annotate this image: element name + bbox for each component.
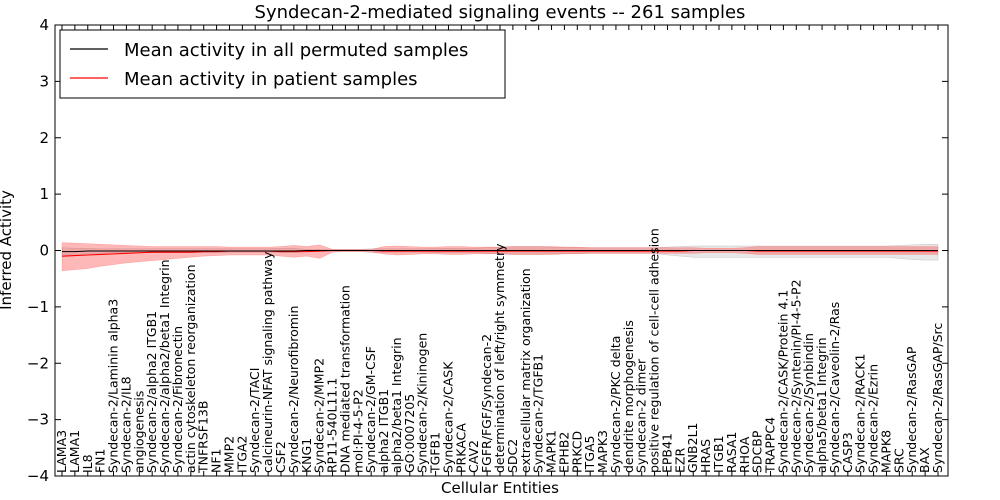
- legend-label-permuted: Mean activity in all permuted samples: [124, 40, 468, 61]
- category-label: Syndecan-2/alpha2 ITGB1: [144, 311, 159, 473]
- permuted-mean-line: [62, 250, 938, 253]
- category-label: KNG1: [299, 438, 314, 473]
- legend: Mean activity in all permuted samples Me…: [59, 29, 506, 99]
- category-label: BAX: [917, 447, 932, 473]
- category-label: MAPK1: [544, 430, 559, 473]
- category-label: angiogenesis: [131, 391, 146, 473]
- category-label: positive regulation of cell-cell adhesio…: [647, 228, 662, 473]
- category-label: EZR: [672, 448, 687, 473]
- legend-box: [59, 29, 506, 99]
- y-tick-label: −3: [27, 411, 49, 429]
- series-lines: [61, 249, 938, 257]
- category-label: EPHB2: [556, 432, 571, 473]
- category-label: EPB41: [659, 433, 674, 473]
- category-label: FN1: [93, 449, 108, 474]
- category-label: ITGA2: [234, 435, 249, 473]
- category-label: alpha2 ITGB1: [376, 389, 391, 473]
- category-label: Syndecan-2/TGFB1: [531, 354, 546, 473]
- category-label: alpha2/beta1 Integrin: [389, 337, 404, 473]
- confidence-bands: [61, 242, 939, 272]
- category-label: CAV2: [466, 440, 481, 473]
- category-label: IL8: [80, 454, 95, 473]
- category-label: TNFRSF13B: [196, 401, 211, 474]
- category-label: mol:PI-4-5-P2: [350, 389, 365, 473]
- y-tick-label: −4: [27, 467, 49, 485]
- category-label: CSF2: [273, 441, 288, 473]
- category-label: SDC2: [505, 439, 520, 473]
- category-label: Syndecan-2/CASK/Protein 4.1: [775, 290, 790, 473]
- category-label: RP11-540L11.1: [325, 378, 340, 473]
- y-tick-label: 1: [39, 185, 49, 203]
- x-axis-ticks: [61, 25, 939, 476]
- chart-title: Syndecan-2-mediated signaling events -- …: [255, 2, 746, 23]
- y-tick-label: 0: [39, 242, 49, 260]
- category-label: Syndecan-2/alpha2/beta1 Integrin: [157, 259, 172, 473]
- category-label: Syndecan-2/Synbindin: [801, 333, 816, 473]
- legend-label-patient: Mean activity in patient samples: [124, 69, 418, 90]
- category-label: MAPK8: [878, 430, 893, 473]
- category-label: PRKCD: [569, 431, 584, 473]
- category-label: Syndecan-2/PKC delta: [608, 336, 623, 473]
- category-label: SRC: [891, 448, 906, 473]
- category-label: TRAPPC4: [763, 417, 778, 474]
- category-label: Syndecan-2/Ezrin: [866, 364, 881, 473]
- y-axis-label: Inferred Activity: [0, 190, 15, 310]
- category-label: TGFB1: [428, 432, 443, 474]
- category-label: extracellular matrix organization: [518, 268, 533, 473]
- category-label: Syndecan-2/Neurofibromin: [286, 306, 301, 473]
- y-tick-label: 4: [39, 16, 49, 34]
- y-tick-label: 3: [39, 72, 49, 90]
- category-label: RHOA: [737, 436, 752, 473]
- category-label: Syndecan-2/TACI: [247, 368, 262, 473]
- category-label: actin cytoskeleton reorganization: [183, 264, 198, 473]
- category-label: Syndecan-2/RACK1: [853, 354, 868, 473]
- category-label: FGFR/FGF/Syndecan-2: [479, 334, 494, 473]
- category-label: Syndecan-2/GM-CSF: [363, 346, 378, 473]
- category-label: Syndecan-2/Kininogen: [415, 333, 430, 473]
- y-axis-ticks: −4 −3 −2 −1 0 1 2 3 4: [27, 16, 948, 485]
- category-label: CASP3: [840, 432, 855, 473]
- category-label: LAMA1: [67, 430, 82, 473]
- category-label: ITGB1: [711, 435, 726, 473]
- category-label: Syndecan-2/MMP2: [312, 358, 327, 473]
- category-label: GO:0007205: [402, 394, 417, 473]
- patient-band: [61, 242, 939, 272]
- category-label: ITGA5: [582, 435, 597, 473]
- category-label: Syndecan-2/Laminin alpha3: [106, 299, 121, 473]
- x-axis-label: Cellular Entities: [441, 479, 559, 497]
- y-tick-label: −1: [27, 298, 49, 316]
- y-tick-label: 2: [39, 129, 49, 147]
- category-label: MAPK3: [595, 430, 610, 473]
- category-label: Syndecan-2/Syntenin/PI-4-5-P2: [788, 279, 803, 473]
- category-label: Syndecan-2/RasGAP: [904, 346, 919, 473]
- category-label: Syndecan-2/IL8: [118, 376, 133, 473]
- category-label: determination of left/right symmetry: [492, 243, 507, 473]
- category-label: Syndecan-2/RasGAP/Src: [930, 323, 945, 473]
- category-label: GNB2L1: [685, 423, 700, 473]
- category-label: DNA mediated transformation: [337, 285, 352, 473]
- category-label: SDCBP: [750, 430, 765, 473]
- category-label: alpha5/beta1 Integrin: [814, 337, 829, 473]
- category-label: NF1: [209, 449, 224, 474]
- category-label: Syndecan-2/CASK: [440, 361, 455, 473]
- category-label: dendrite morphogenesis: [621, 320, 636, 473]
- category-label: LAMA3: [54, 430, 69, 473]
- category-label: HRAS: [698, 439, 713, 473]
- category-label: MMP2: [221, 436, 236, 473]
- category-label: Syndecan-2 dimer: [634, 358, 649, 473]
- patient-mean-line: [61, 249, 938, 257]
- category-label: Syndecan-2/Caveolin-2/Ras: [827, 302, 842, 473]
- category-label: PRKACA: [453, 423, 468, 473]
- category-label: RASA1: [724, 432, 739, 473]
- y-tick-label: −2: [27, 354, 49, 372]
- category-label: Syndecan-2/Fibronectin: [170, 326, 185, 473]
- category-label: calcineurin-NFAT signaling pathway: [260, 251, 275, 473]
